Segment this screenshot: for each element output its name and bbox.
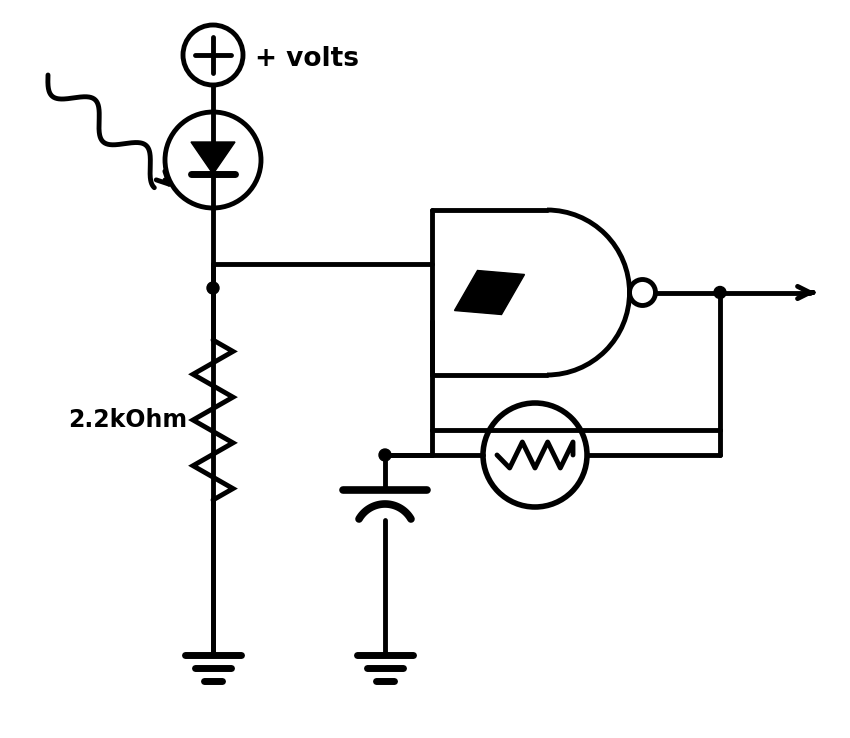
Circle shape [207,282,219,294]
Circle shape [714,286,726,298]
Text: 2.2kOhm: 2.2kOhm [68,408,187,432]
Polygon shape [191,142,235,174]
Polygon shape [455,271,524,314]
Circle shape [379,449,391,461]
Text: + volts: + volts [255,46,359,72]
